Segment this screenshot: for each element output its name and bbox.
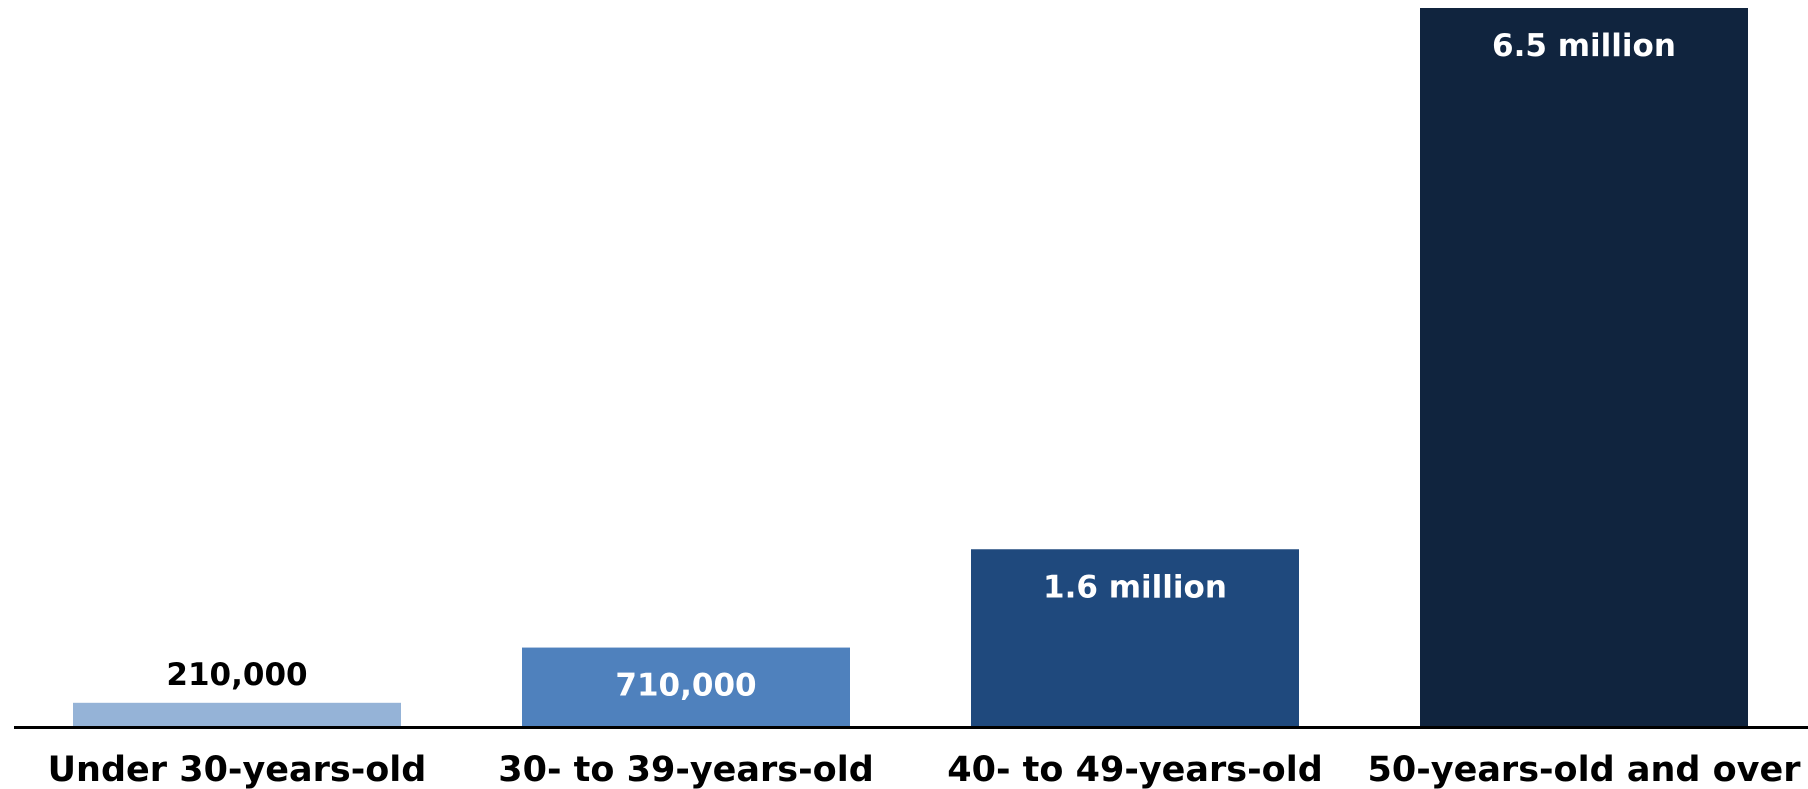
bar-3 xyxy=(971,549,1299,726)
category-label-4: 50-years-old and over xyxy=(1368,750,1802,789)
bar-1 xyxy=(73,702,401,726)
data-label-3: 1.6 million xyxy=(1043,569,1227,605)
category-label-2: 30- to 39-years-old xyxy=(498,750,874,789)
category-label-3: 40- to 49-years-old xyxy=(947,750,1323,789)
bars-layer xyxy=(73,8,1748,726)
data-label-4: 6.5 million xyxy=(1492,28,1676,64)
data-label-1: 210,000 xyxy=(166,657,307,693)
bar-2 xyxy=(522,647,850,726)
bar-4 xyxy=(1420,8,1748,726)
category-label-1: Under 30-years-old xyxy=(48,750,427,789)
data-label-2: 710,000 xyxy=(615,668,756,704)
category-labels-layer: Under 30-years-old 30- to 39-years-old 40-… xyxy=(48,750,1802,789)
data-labels-layer: 210,000 710,000 1.6 million 6.5 million xyxy=(166,28,1676,704)
